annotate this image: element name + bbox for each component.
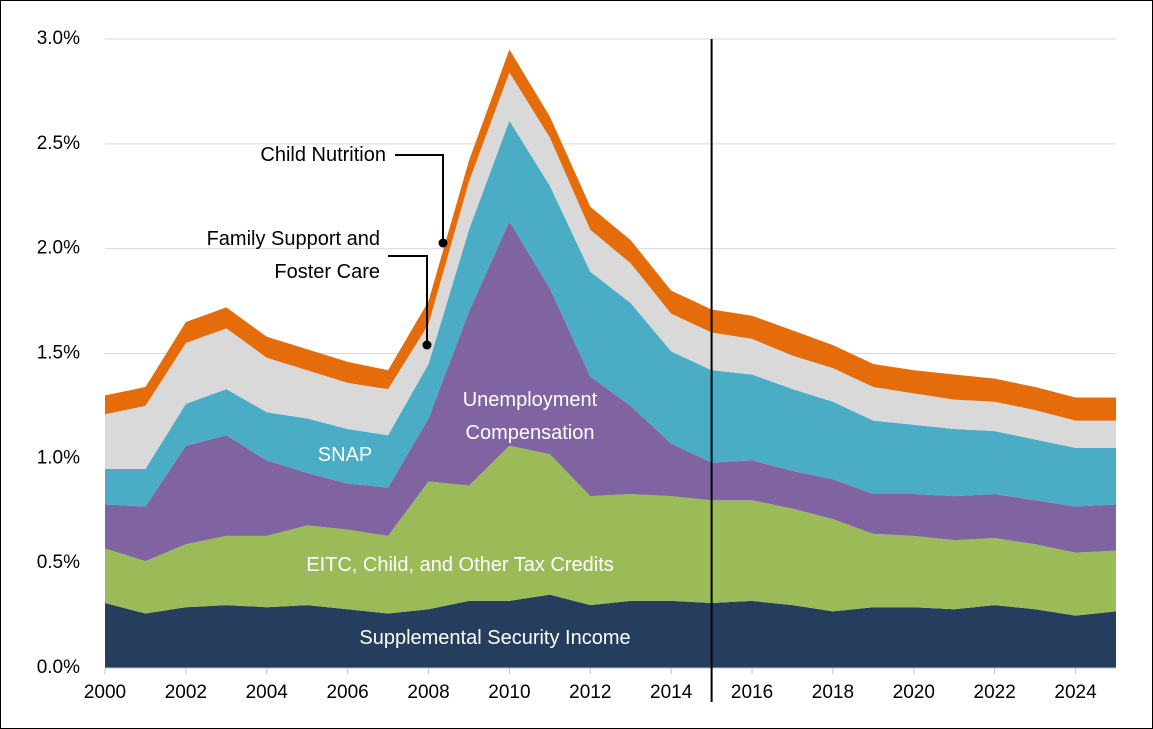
x-tick-label: 2024 [1054,682,1097,703]
area [105,445,1116,616]
leader-dot [422,340,432,350]
x-tick-label: 2018 [812,682,854,703]
area [105,72,1116,469]
x-tick-label: 2002 [165,682,207,703]
leader-dot [438,238,448,248]
x-tick-label: 2010 [488,682,530,703]
y-tick-label: 1.5% [37,343,80,364]
x-tick-label: 2022 [974,682,1016,703]
series-label: Child Nutrition [260,144,386,166]
series-label: Unemployment Compensation [462,389,598,444]
x-tick-label: 2006 [326,682,368,703]
x-tick-label: 2016 [731,682,773,703]
series-label: Supplemental Security Income [359,627,631,649]
series-label: SNAP [317,444,373,466]
area [105,120,1116,507]
x-tick-label: 2004 [246,682,289,703]
x-tick-label: 2012 [569,682,611,703]
x-tick-label: 2020 [893,682,935,703]
area [105,49,1116,421]
area [105,594,1116,668]
x-tick-label: 2014 [650,682,693,703]
leader-line [395,154,444,243]
x-tick-label: 2000 [84,682,126,703]
x-tick-label: 2008 [407,682,449,703]
y-tick-label: 0.5% [37,552,80,573]
y-tick-label: 0.0% [37,657,80,678]
y-tick-label: 3.0% [37,28,80,49]
series-label: Family Support and Foster Care [206,228,380,283]
y-tick-label: 1.0% [37,447,80,468]
leader-line [388,255,428,345]
series-label: EITC, Child, and Other Tax Credits [306,554,614,576]
y-tick-label: 2.0% [37,238,80,259]
y-tick-label: 2.5% [37,133,80,154]
